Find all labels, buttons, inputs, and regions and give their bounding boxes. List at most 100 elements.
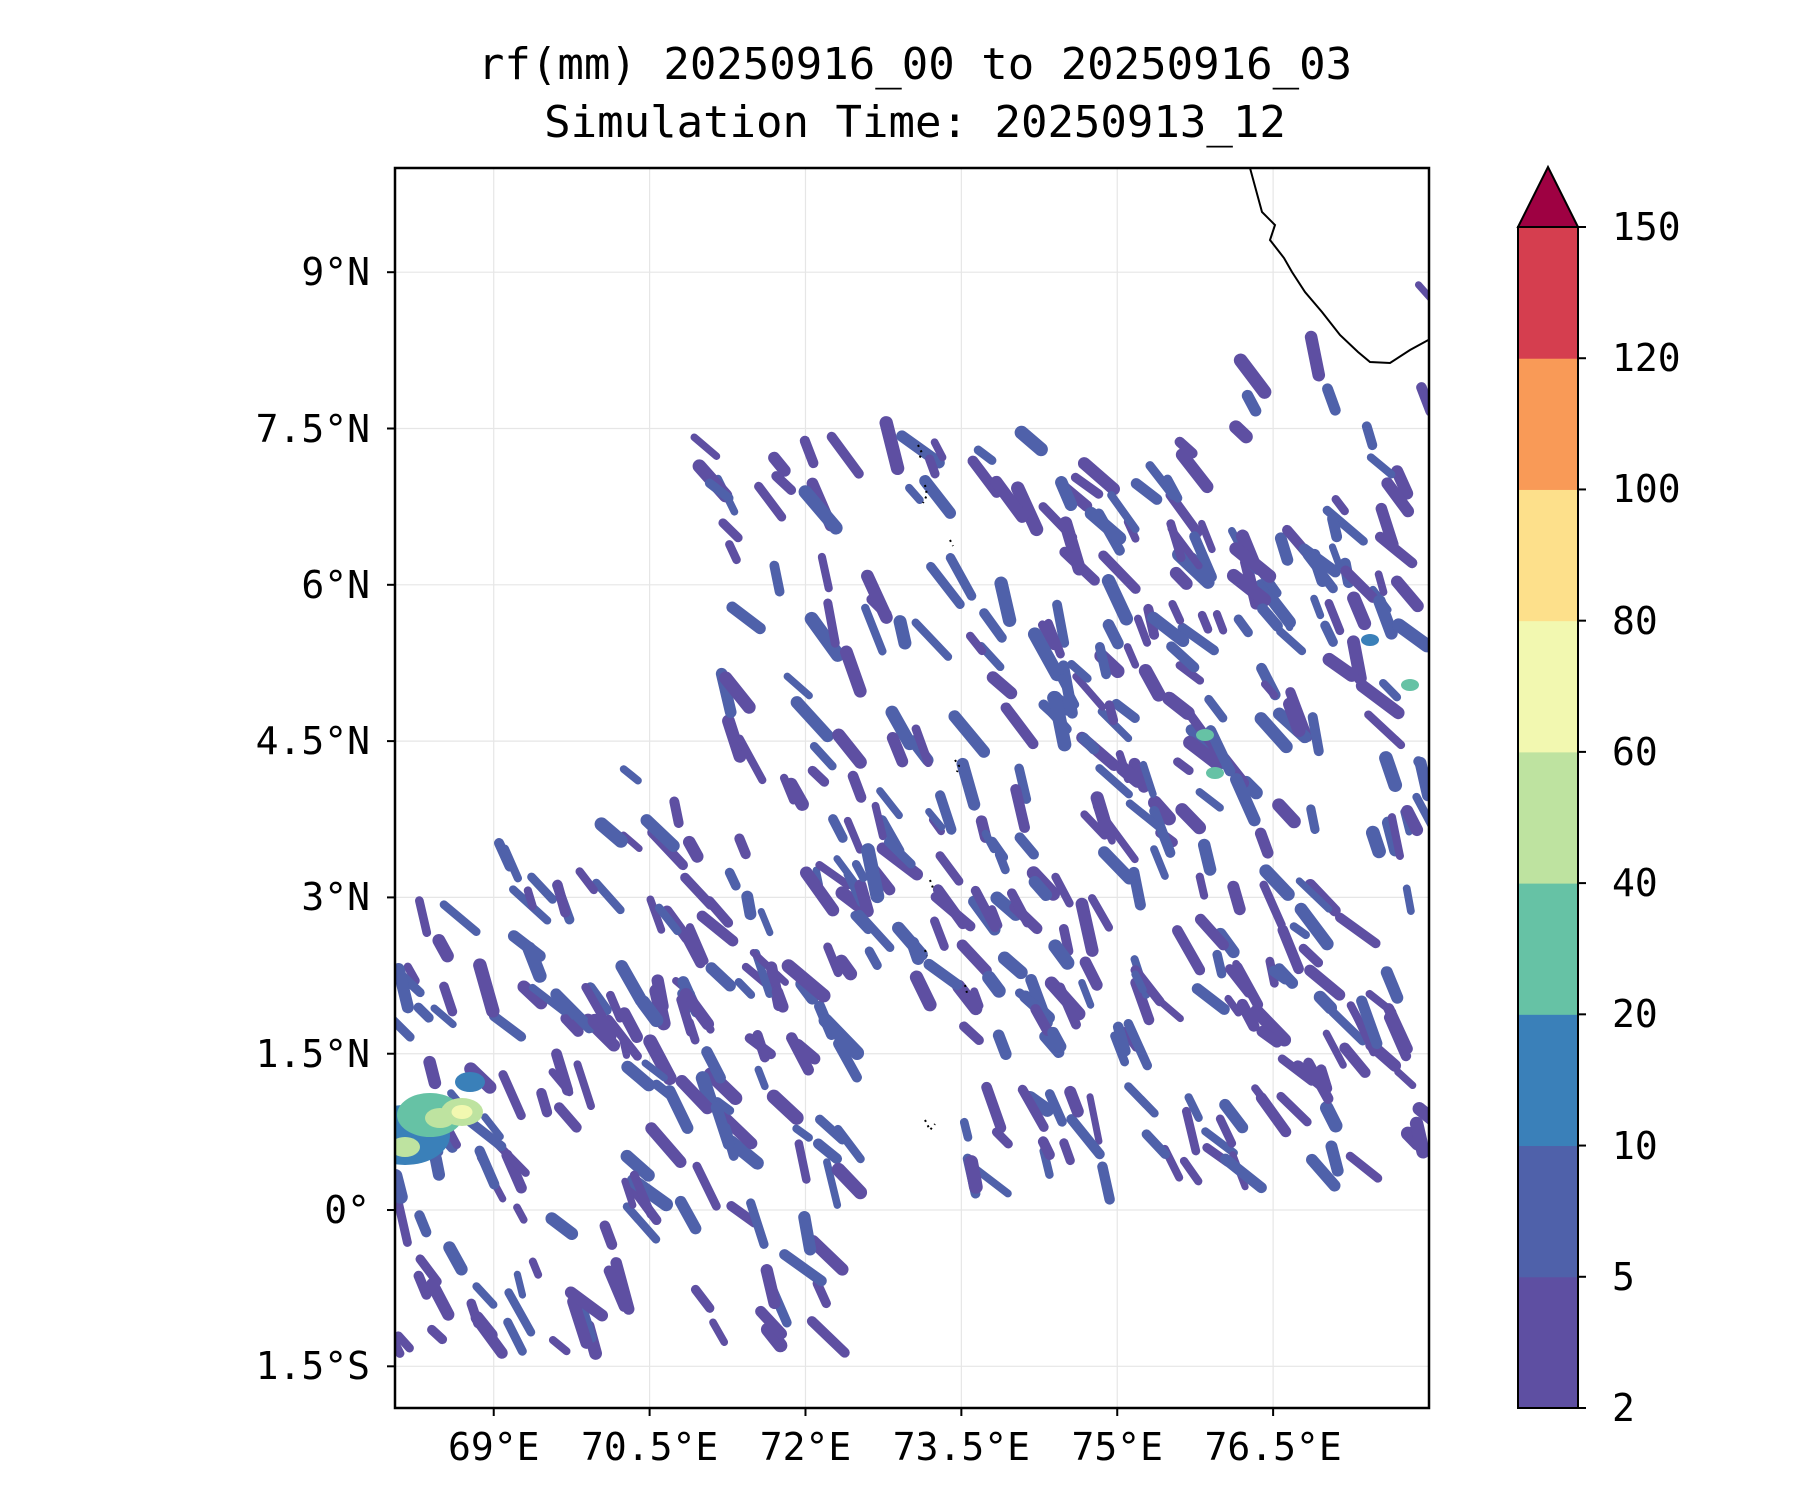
rain-streak	[701, 1046, 726, 1084]
rain-streak	[1184, 1093, 1203, 1122]
rain-streak	[1168, 599, 1185, 625]
rain-streak	[1334, 912, 1381, 949]
rain-streak	[760, 1264, 781, 1310]
rain-streak	[1130, 478, 1163, 505]
rain-streak	[930, 438, 947, 462]
rain-streak	[1014, 425, 1048, 457]
rain-streak	[1256, 1025, 1283, 1048]
rain-streak	[1010, 784, 1030, 833]
rain-streak	[1226, 568, 1272, 607]
rain-streak	[1366, 453, 1396, 479]
rain-streak	[741, 890, 757, 921]
rain-streak	[1111, 698, 1140, 723]
rain-streak	[1254, 579, 1296, 629]
rain-streak	[734, 833, 751, 860]
rain-streak	[893, 615, 912, 650]
rain-streak	[1044, 1089, 1067, 1127]
lat-label: 6°N	[301, 562, 370, 607]
coastline	[917, 168, 1429, 1132]
rain-streak	[1125, 799, 1164, 832]
rain-streak	[871, 801, 887, 841]
rain-streak	[474, 1145, 500, 1190]
colorbar-segment	[1518, 1145, 1578, 1278]
rain-streak	[690, 433, 721, 460]
rain-streak	[948, 710, 991, 758]
rain-streak	[1183, 735, 1224, 770]
rain-streak	[1166, 641, 1200, 673]
rain-streak	[1277, 924, 1304, 975]
rain-streak	[1067, 660, 1092, 683]
rain-streak	[545, 1212, 579, 1241]
rain-streak	[1205, 725, 1236, 777]
rain-streak	[832, 728, 867, 769]
rain-streak	[575, 867, 598, 895]
rain-streak	[1220, 1153, 1267, 1194]
colorbar-label: 150	[1612, 205, 1681, 249]
rain-streak	[833, 1038, 862, 1083]
rain-streak	[643, 1034, 677, 1086]
rain-streak	[1383, 1003, 1413, 1055]
rain-streak	[704, 478, 734, 503]
colorbar-label: 5	[1612, 1254, 1635, 1299]
rain-streak	[1204, 694, 1228, 723]
rain-streak	[709, 1318, 729, 1346]
rain-streak	[567, 1295, 593, 1349]
rain-streak	[1094, 642, 1112, 680]
colorbar-extend-arrow	[1516, 164, 1580, 228]
rain-streak	[726, 601, 766, 635]
rain-streak	[1078, 978, 1095, 1009]
rain-streak	[1162, 691, 1195, 721]
rain-streak	[1037, 1136, 1055, 1161]
colorbar-label: 60	[1612, 729, 1658, 774]
rain-streak	[885, 705, 917, 751]
rain-streak	[722, 714, 747, 763]
rain-streak	[1166, 519, 1186, 563]
rain-streak	[749, 949, 789, 986]
rain-streak	[513, 1270, 527, 1299]
rain-streak	[1277, 1054, 1317, 1086]
rain-streak	[876, 787, 903, 820]
rain-streak	[395, 1015, 415, 1042]
rain-streak	[1047, 1026, 1067, 1053]
lat-label: 3°N	[301, 875, 370, 920]
rain-streak	[415, 1254, 442, 1287]
rain-streak	[1227, 880, 1246, 916]
rain-streak	[1115, 761, 1145, 788]
rain-streak	[982, 970, 1006, 998]
rain-streak	[967, 455, 1003, 498]
rain-streak	[861, 843, 885, 904]
rain-streak	[861, 603, 887, 656]
rain-streak	[1000, 702, 1039, 750]
lat-label: 4.5°N	[255, 719, 370, 764]
rain-streak	[1328, 1007, 1368, 1046]
rain-streak	[1356, 995, 1383, 1050]
rain-streak	[798, 485, 843, 535]
rain-streak	[1177, 622, 1219, 656]
rain-streak	[622, 1202, 661, 1244]
rain-streak	[1379, 751, 1403, 793]
rain-streak	[932, 884, 969, 930]
rain-streak	[835, 886, 867, 914]
rain-streak	[1197, 838, 1217, 876]
rain-streak	[592, 878, 625, 915]
axis-ticks	[387, 271, 1275, 1416]
rain-streak	[1322, 652, 1359, 682]
rain-streak	[552, 879, 571, 918]
rain-streak	[1373, 594, 1398, 640]
rain-streak	[615, 959, 648, 1007]
rain-streak	[395, 1169, 408, 1204]
lon-label: 73.5°E	[892, 1425, 1030, 1469]
rain-streak	[1257, 603, 1283, 632]
rain-streak	[1272, 798, 1301, 829]
rain-streak	[1380, 966, 1404, 1004]
rain-streak	[620, 1149, 655, 1182]
colorbar-label: 40	[1612, 861, 1658, 906]
rain-streak	[956, 939, 992, 977]
colorbar	[1516, 164, 1586, 1409]
rain-streak	[1390, 575, 1424, 613]
rain-streak	[1250, 1004, 1292, 1047]
rain-streak	[695, 1071, 719, 1111]
rain-streak	[1101, 574, 1134, 626]
rain-streak	[439, 981, 458, 1017]
rain-streak	[735, 734, 767, 785]
